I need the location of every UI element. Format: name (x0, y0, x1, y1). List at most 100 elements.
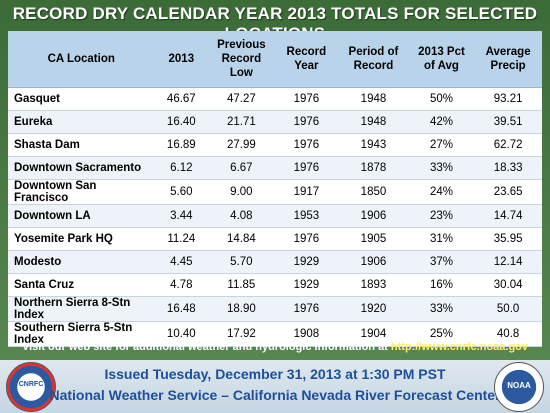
value-cell: 3.44 (154, 204, 209, 228)
issued-date: Issued Tuesday, December 31, 2013 at 1:3… (104, 366, 446, 382)
location-cell: Downtown San Francisco (8, 179, 155, 205)
value-cell: 1850 (338, 179, 409, 205)
value-cell: 14.84 (208, 227, 275, 251)
value-cell: 16.89 (154, 133, 209, 157)
location-cell: Shasta Dam (8, 133, 155, 157)
value-cell: 23.65 (474, 179, 542, 205)
header-location: CA Location (8, 31, 155, 88)
table-row: Yosemite Park HQ 11.24 14.84 1976 1905 31% 35.… (8, 227, 542, 251)
value-cell: 1905 (338, 227, 409, 251)
value-cell: 33% (408, 296, 475, 322)
value-cell: 47.27 (208, 87, 275, 111)
table-row: Downtown LA 3.44 4.08 1953 1906 23% 14.74 (8, 204, 542, 228)
value-cell: 24% (408, 179, 475, 205)
value-cell: 1908 (274, 321, 339, 347)
table-row: Downtown San Francisco 5.60 9.00 1917 1850 24… (8, 179, 542, 205)
location-cell: Downtown LA (8, 204, 155, 228)
header-period-of-record: Period of Record (338, 31, 409, 88)
value-cell: 46.67 (154, 87, 209, 111)
value-cell: 1906 (338, 204, 409, 228)
location-cell: Gasquet (8, 87, 155, 111)
table-row: Downtown Sacramento 6.12 6.67 1976 1878 33% 18… (8, 156, 542, 180)
header-record-year: Record Year (274, 31, 339, 88)
value-cell: 1976 (274, 227, 339, 251)
value-cell: 1976 (274, 296, 339, 322)
noaa-logo: NOAA (494, 362, 544, 412)
value-cell: 16.40 (154, 110, 209, 134)
value-cell: 1953 (274, 204, 339, 228)
value-cell: 50.0 (474, 296, 542, 322)
location-cell: Santa Cruz (8, 273, 155, 297)
location-cell: Eureka (8, 110, 155, 134)
website-link[interactable]: http://www.cnrfc.noaa.gov (390, 341, 529, 353)
value-cell: 4.78 (154, 273, 209, 297)
cnrfc-logo: CNRFC (6, 362, 56, 412)
header-pct-of-avg: 2013 Pct of Avg (408, 31, 475, 88)
value-cell: 1893 (338, 273, 409, 297)
header-average-precip: Average Precip (474, 31, 542, 88)
value-cell: 1943 (338, 133, 409, 157)
cnrfc-logo-text: CNRFC (18, 381, 44, 388)
value-cell: 17.92 (208, 321, 275, 347)
value-cell: 1878 (338, 156, 409, 180)
value-cell: 42% (408, 110, 475, 134)
location-cell: Northern Sierra 8-Stn Index (8, 296, 155, 322)
value-cell: 16% (408, 273, 475, 297)
value-cell: 31% (408, 227, 475, 251)
table-row: Southern Sierra 5-Stn Index 10.40 17.92 190… (8, 321, 542, 347)
value-cell: 4.45 (154, 250, 209, 274)
value-cell: 30.04 (474, 273, 542, 297)
value-cell: 4.08 (208, 204, 275, 228)
table-header-row: CA Location 2013 Previous Record Low Rec… (8, 31, 542, 88)
data-table-container: CA Location 2013 Previous Record Low Rec… (8, 31, 542, 347)
location-cell: Modesto (8, 250, 155, 274)
value-cell: 35.95 (474, 227, 542, 251)
header-previous-record-low: Previous Record Low (208, 31, 275, 88)
table-row: Shasta Dam 16.89 27.99 1976 1943 27% 62.72 (8, 133, 542, 157)
value-cell: 39.51 (474, 110, 542, 134)
value-cell: 62.72 (474, 133, 542, 157)
value-cell: 1976 (274, 87, 339, 111)
value-cell: 10.40 (154, 321, 209, 347)
table-row: Eureka 16.40 21.71 1976 1948 42% 39.51 (8, 110, 542, 134)
value-cell: 27% (408, 133, 475, 157)
table-row: Northern Sierra 8-Stn Index 16.48 18.90 197… (8, 296, 542, 322)
value-cell: 11.85 (208, 273, 275, 297)
location-cell: Southern Sierra 5-Stn Index (8, 321, 155, 347)
value-cell: 23% (408, 204, 475, 228)
value-cell: 1948 (338, 110, 409, 134)
value-cell: 1976 (274, 110, 339, 134)
value-cell: 1906 (338, 250, 409, 274)
value-cell: 50% (408, 87, 475, 111)
table-row: Santa Cruz 4.78 11.85 1929 1893 16% 30.04 (8, 273, 542, 297)
value-cell: 1948 (338, 87, 409, 111)
value-cell: 37% (408, 250, 475, 274)
agency-name: National Weather Service – California Ne… (49, 387, 501, 403)
value-cell: 1920 (338, 296, 409, 322)
value-cell: 9.00 (208, 179, 275, 205)
header-2013: 2013 (154, 31, 209, 88)
value-cell: 18.33 (474, 156, 542, 180)
website-note-text: Visit our web site for additional weathe… (21, 341, 388, 353)
value-cell: 12.14 (474, 250, 542, 274)
location-cell: Downtown Sacramento (8, 156, 155, 180)
value-cell: 27.99 (208, 133, 275, 157)
table-row: Modesto 4.45 5.70 1929 1906 37% 12.14 (8, 250, 542, 274)
precip-table: CA Location 2013 Previous Record Low Rec… (8, 31, 542, 347)
value-cell: 1929 (274, 250, 339, 274)
value-cell: 25% (408, 321, 475, 347)
value-cell: 93.21 (474, 87, 542, 111)
value-cell: 1917 (274, 179, 339, 205)
footer-banner: CNRFC Issued Tuesday, December 31, 2013 … (0, 360, 550, 413)
value-cell: 1976 (274, 156, 339, 180)
website-note: Visit our web site for additional weathe… (0, 341, 550, 353)
value-cell: 11.24 (154, 227, 209, 251)
value-cell: 40.8 (474, 321, 542, 347)
value-cell: 5.70 (208, 250, 275, 274)
value-cell: 6.67 (208, 156, 275, 180)
value-cell: 16.48 (154, 296, 209, 322)
value-cell: 18.90 (208, 296, 275, 322)
value-cell: 1929 (274, 273, 339, 297)
value-cell: 1976 (274, 133, 339, 157)
location-cell: Yosemite Park HQ (8, 227, 155, 251)
